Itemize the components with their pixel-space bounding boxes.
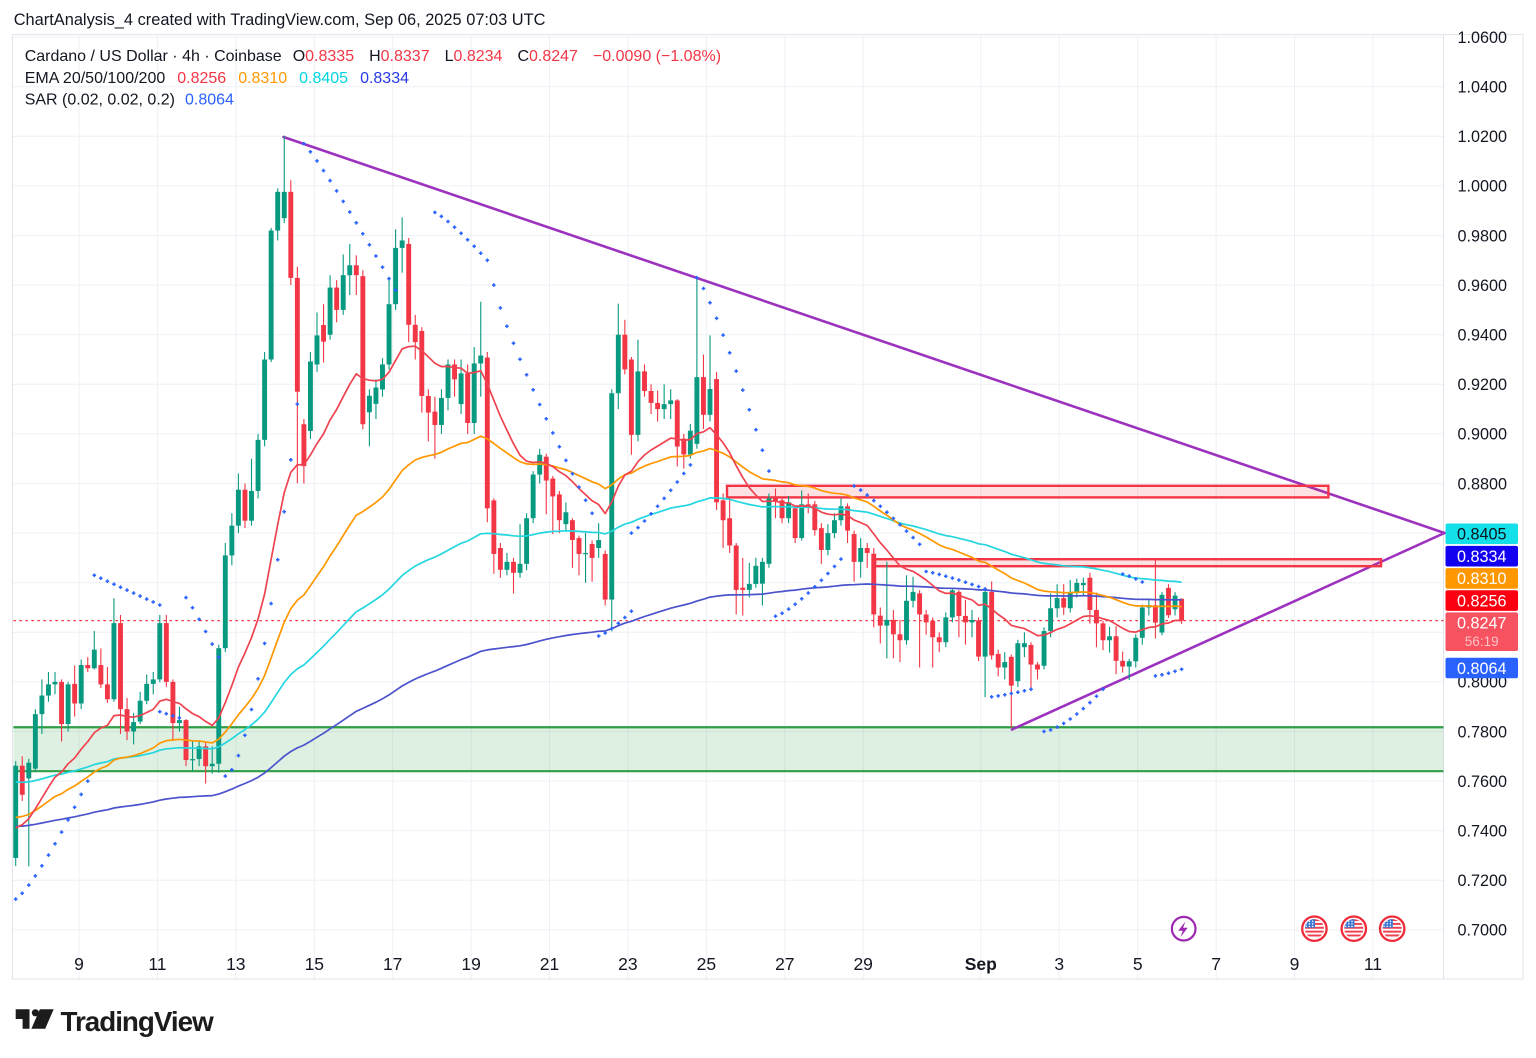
svg-text:0.8256: 0.8256 [1457,592,1507,610]
svg-text:0.8064: 0.8064 [1457,660,1507,678]
svg-text:3: 3 [1054,954,1064,974]
svg-text:13: 13 [226,954,245,974]
svg-text:0.9000: 0.9000 [1458,426,1508,444]
svg-text:0.9600: 0.9600 [1458,277,1508,295]
svg-text:5: 5 [1133,954,1143,974]
svg-text:23: 23 [618,954,637,974]
svg-text:TradingView: TradingView [61,1006,215,1037]
svg-text:0.9800: 0.9800 [1458,227,1508,245]
svg-text:11: 11 [148,954,166,974]
svg-text:7: 7 [1211,954,1221,974]
svg-text:1.0400: 1.0400 [1458,79,1508,97]
svg-text:56:19: 56:19 [1465,634,1499,649]
svg-text:Sep: Sep [965,954,997,974]
svg-text:17: 17 [383,954,402,974]
svg-text:0.7600: 0.7600 [1458,773,1508,791]
svg-text:27: 27 [775,954,794,974]
svg-text:11: 11 [1364,954,1382,974]
svg-text:0.7200: 0.7200 [1458,872,1508,890]
svg-text:0.8800: 0.8800 [1458,475,1508,493]
svg-text:ChartAnalysis_4 created with T: ChartAnalysis_4 created with TradingView… [14,11,546,29]
svg-text:0.7000: 0.7000 [1458,922,1508,940]
svg-text:15: 15 [305,954,324,974]
svg-text:0.8334: 0.8334 [1457,548,1507,566]
svg-text:Cardano / US Dollar · 4h · Coi: Cardano / US Dollar · 4h · Coinbase O0.83… [25,48,721,65]
svg-text:9: 9 [74,954,84,974]
svg-text:1.0600: 1.0600 [1458,29,1508,47]
svg-text:29: 29 [853,954,872,974]
svg-text:1.0200: 1.0200 [1458,128,1508,146]
svg-text:21: 21 [540,954,559,974]
svg-text:0.8247: 0.8247 [1457,614,1507,632]
svg-text:1.0000: 1.0000 [1458,178,1508,196]
svg-text:19: 19 [461,954,480,974]
svg-text:0.7400: 0.7400 [1458,823,1508,841]
svg-text:25: 25 [697,954,716,974]
svg-text:0.8310: 0.8310 [1457,570,1507,588]
svg-text:0.7800: 0.7800 [1458,723,1508,741]
svg-text:0.9400: 0.9400 [1458,327,1508,345]
svg-text:9: 9 [1290,954,1300,974]
svg-text:0.8405: 0.8405 [1457,526,1507,544]
svg-text:0.9200: 0.9200 [1458,376,1508,394]
svg-text:SAR (0.02, 0.02, 0.2)0.8064: SAR (0.02, 0.02, 0.2) 0.8064 [25,92,234,109]
